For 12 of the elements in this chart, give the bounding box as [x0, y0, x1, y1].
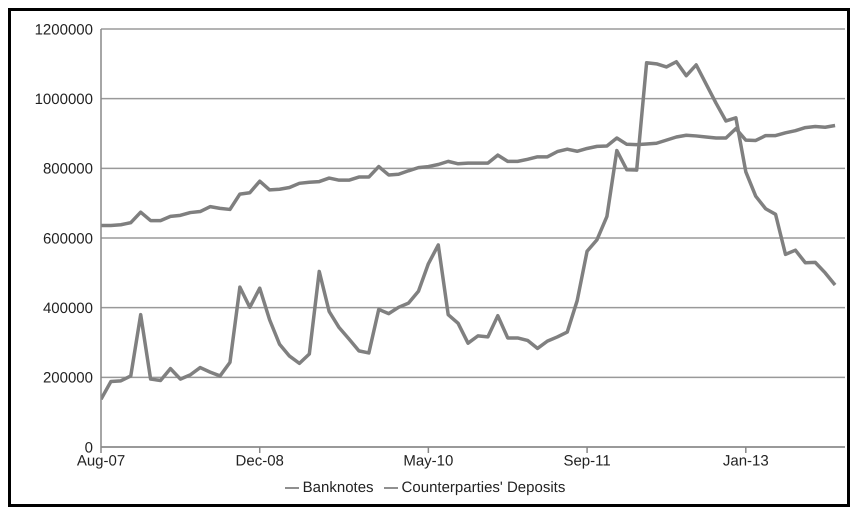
x-tick-label: May-10 [403, 452, 454, 470]
y-tick-label: 1000000 [34, 90, 93, 108]
y-tick-label: 1200000 [34, 21, 93, 38]
y-tick-label: 400000 [42, 300, 93, 317]
legend-label: Banknotes [302, 479, 374, 496]
x-tick-label: Jan-13 [722, 452, 769, 470]
y-tick-label: 800000 [42, 160, 93, 178]
x-tick-label: Sep-11 [563, 452, 611, 470]
y-tick-label: 600000 [42, 230, 93, 248]
legend-label: Counterparties' Deposits [402, 479, 566, 496]
y-tick-label: 200000 [42, 370, 93, 387]
x-tick-label: Dec-08 [236, 452, 284, 470]
